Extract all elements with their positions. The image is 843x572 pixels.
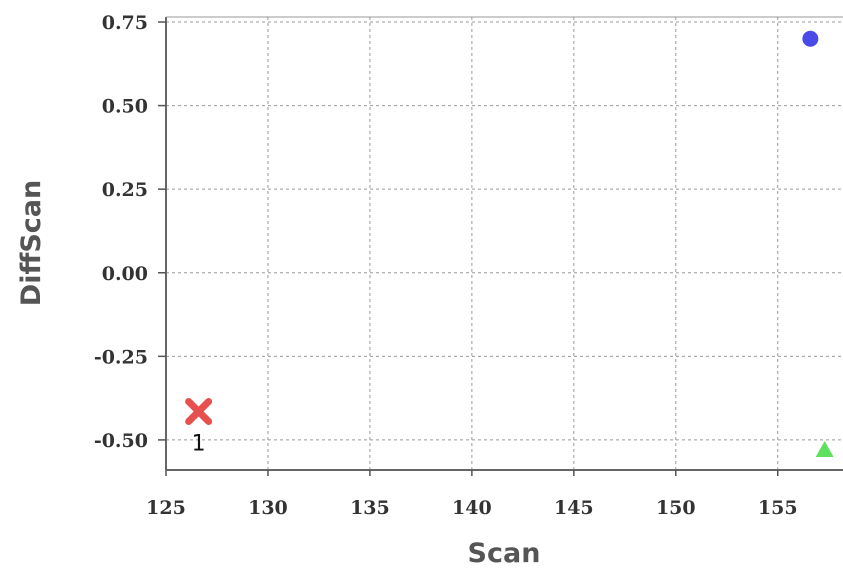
y-tick-label: -0.25 — [94, 346, 148, 368]
x-tick-label: 135 — [350, 497, 390, 519]
x-axis-ticks: 125 130 135 140 145 150 155 — [146, 470, 798, 519]
grid-lines — [166, 17, 843, 470]
y-tick-label: 0.50 — [102, 96, 148, 118]
y-tick-label: 0.75 — [102, 12, 148, 34]
x-tick-label: 125 — [146, 497, 186, 519]
data-point-triangle — [815, 440, 834, 457]
y-axis-ticks: 0.75 0.50 0.25 0.00 -0.25 -0.50 — [94, 12, 166, 452]
x-tick-label: 145 — [554, 497, 594, 519]
y-axis-title: DiffScan — [16, 180, 47, 306]
axes — [165, 16, 843, 471]
data-point-circle — [802, 30, 819, 47]
y-tick-label: 0.00 — [102, 263, 148, 285]
x-marker-stroke — [185, 397, 213, 425]
y-tick-label: 0.25 — [102, 179, 148, 201]
plot-background — [166, 17, 843, 470]
data-points: 1 — [185, 30, 834, 457]
x-tick-label: 150 — [656, 497, 696, 519]
y-tick-label: -0.50 — [94, 430, 148, 452]
x-tick-label: 155 — [758, 497, 798, 519]
x-tick-label: 140 — [452, 497, 492, 519]
x-tick-label: 130 — [248, 497, 288, 519]
data-point-x-marker — [185, 397, 213, 425]
x-axis-title: Scan — [468, 538, 541, 569]
data-point-label: 1 — [192, 431, 206, 456]
